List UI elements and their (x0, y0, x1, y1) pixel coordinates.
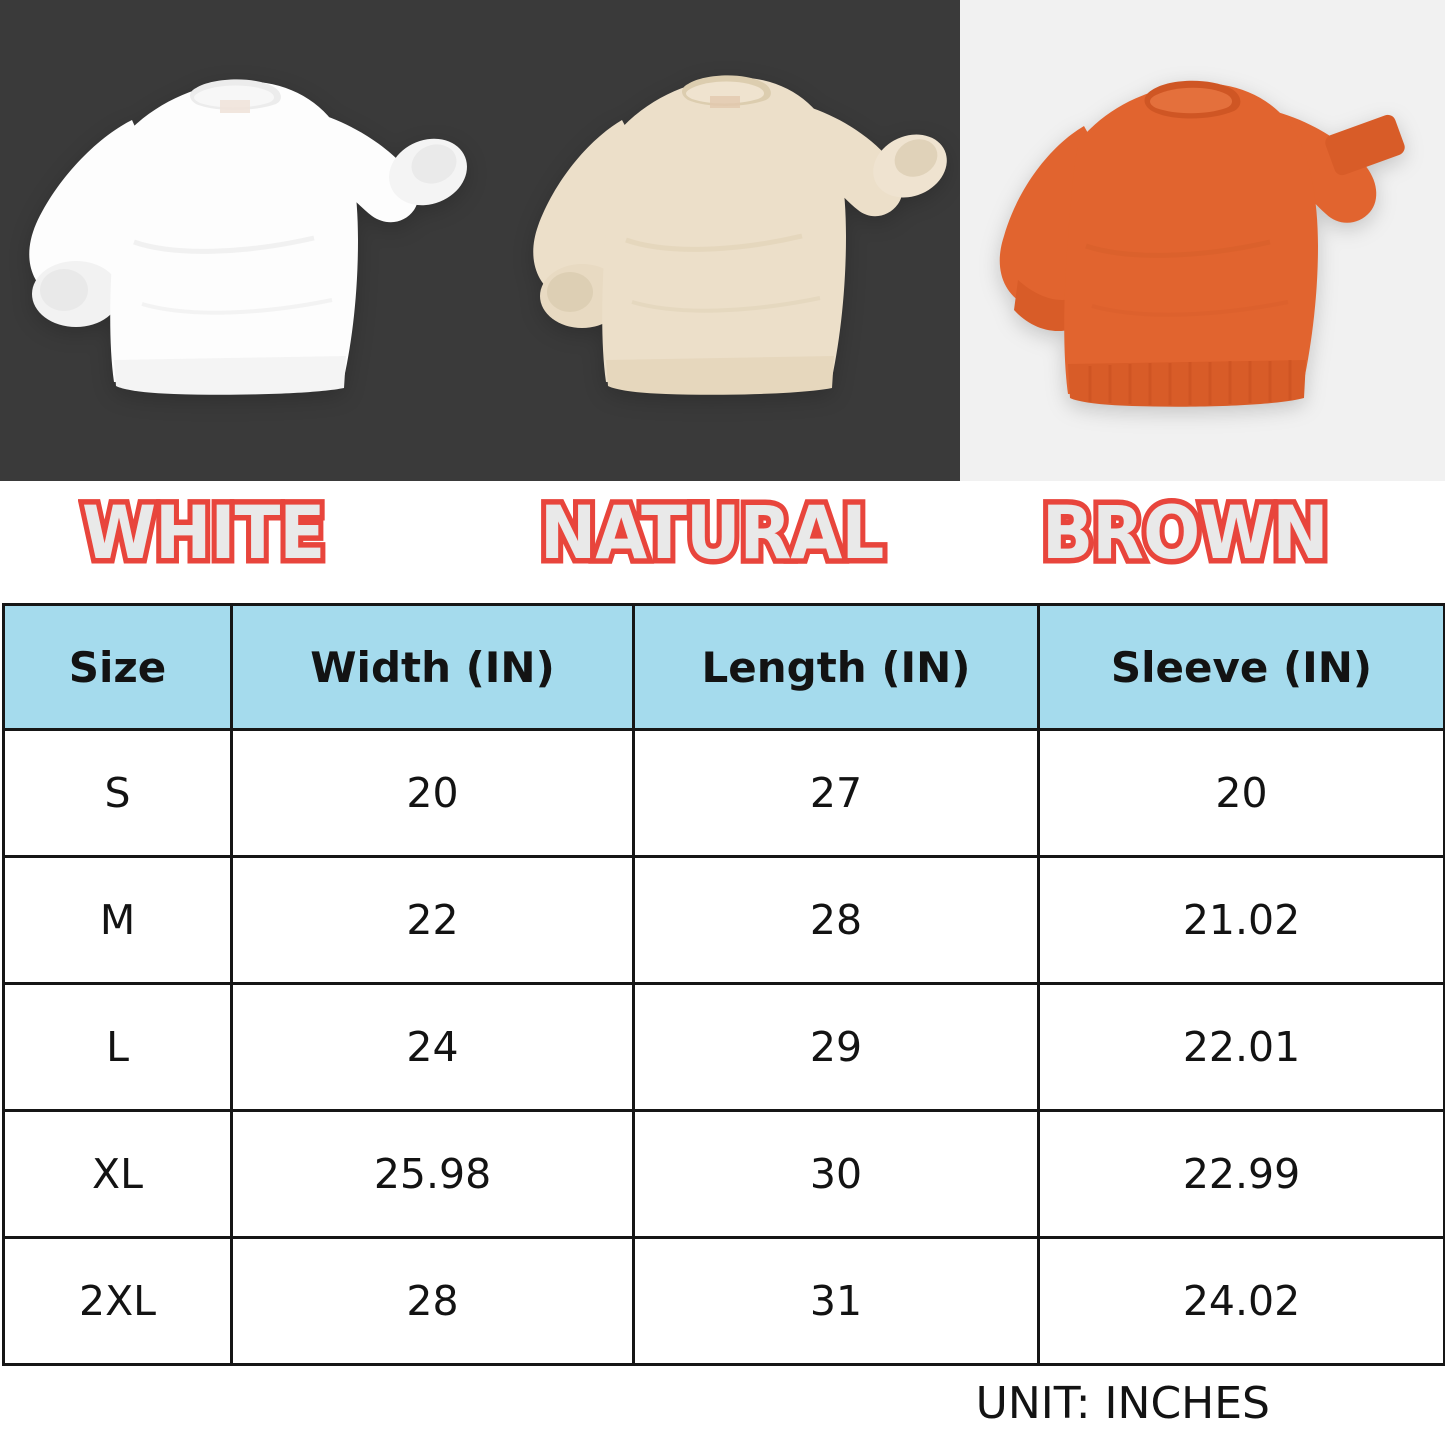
size-chart-table: Size Width (IN) Length (IN) Sleeve (IN) … (2, 603, 1445, 1366)
dark-photo-panel (0, 0, 960, 481)
table-row: 2XL 28 31 24.02 (2, 1236, 1445, 1366)
table-row: XL 25.98 30 22.99 (2, 1109, 1445, 1239)
table-row: S 20 27 20 (2, 728, 1445, 858)
column-header-sleeve: Sleeve (IN) (1037, 603, 1445, 731)
cell-sleeve: 20 (1037, 728, 1445, 858)
cell-width: 22 (230, 855, 635, 985)
cell-sleeve: 21.02 (1037, 855, 1445, 985)
light-photo-panel (960, 0, 1445, 481)
cell-length: 29 (632, 982, 1040, 1112)
natural-sweatshirt-photo (510, 40, 950, 440)
white-sweatshirt-photo (14, 42, 484, 442)
unit-note: UNIT: INCHES (975, 1378, 1270, 1429)
column-header-width: Width (IN) (230, 603, 635, 731)
brown-sweatshirt-photo (980, 48, 1430, 448)
color-label-natural: NATURAL (535, 491, 889, 576)
cell-width: 28 (230, 1236, 635, 1366)
cell-width: 20 (230, 728, 635, 858)
cell-length: 28 (632, 855, 1040, 985)
color-label-row: WHITE NATURAL BROWN (0, 481, 1445, 601)
cell-size: S (2, 728, 233, 858)
column-header-length: Length (IN) (632, 603, 1040, 731)
cell-length: 27 (632, 728, 1040, 858)
table-header-row: Size Width (IN) Length (IN) Sleeve (IN) (2, 603, 1445, 731)
column-header-size: Size (2, 603, 233, 731)
cell-size: L (2, 982, 233, 1112)
product-photo-strip (0, 0, 1445, 481)
color-label-brown: BROWN (1037, 491, 1334, 576)
cell-width: 25.98 (230, 1109, 635, 1239)
cell-size: XL (2, 1109, 233, 1239)
cell-sleeve: 22.01 (1037, 982, 1445, 1112)
cell-sleeve: 22.99 (1037, 1109, 1445, 1239)
table-row: L 24 29 22.01 (2, 982, 1445, 1112)
table-row: M 22 28 21.02 (2, 855, 1445, 985)
cell-width: 24 (230, 982, 635, 1112)
color-label-white: WHITE (77, 491, 330, 576)
cell-sleeve: 24.02 (1037, 1236, 1445, 1366)
cell-length: 31 (632, 1236, 1040, 1366)
cell-size: 2XL (2, 1236, 233, 1366)
cell-size: M (2, 855, 233, 985)
cell-length: 30 (632, 1109, 1040, 1239)
